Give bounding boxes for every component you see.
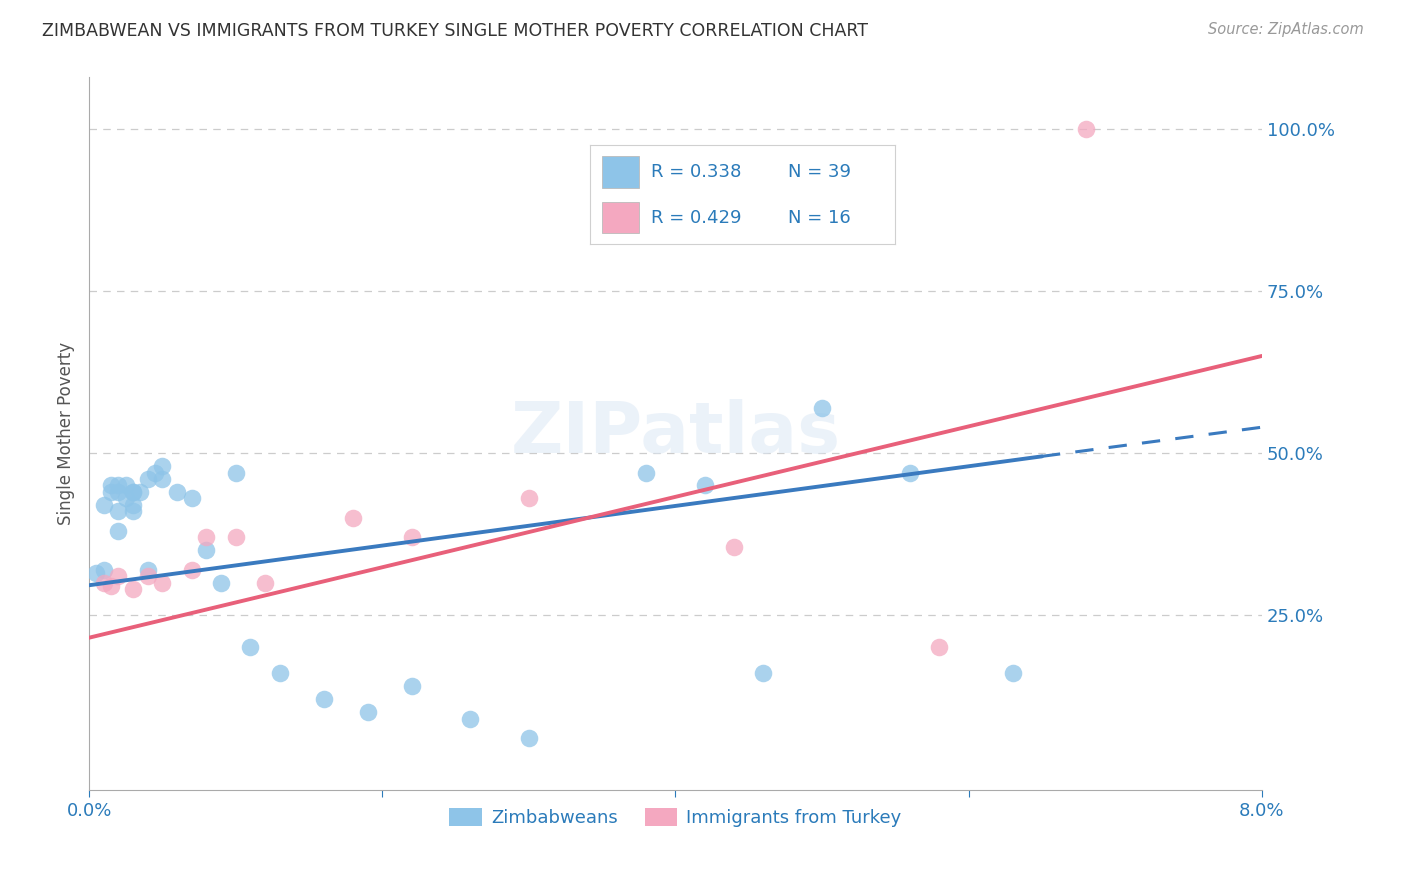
Point xyxy=(225,530,247,544)
FancyBboxPatch shape xyxy=(602,156,638,187)
Point xyxy=(150,472,173,486)
Point xyxy=(143,466,166,480)
Text: ZIPatlas: ZIPatlas xyxy=(510,400,841,468)
Text: Source: ZipAtlas.com: Source: ZipAtlas.com xyxy=(1208,22,1364,37)
Point xyxy=(752,666,775,681)
Point xyxy=(122,485,145,500)
Point xyxy=(458,712,481,726)
Point xyxy=(898,466,921,480)
Point xyxy=(312,692,335,706)
Point xyxy=(100,579,122,593)
Point xyxy=(150,575,173,590)
Text: N = 39: N = 39 xyxy=(789,162,851,181)
Text: R = 0.338: R = 0.338 xyxy=(651,162,741,181)
Point xyxy=(129,485,152,500)
Point xyxy=(136,472,159,486)
Point xyxy=(107,569,129,583)
Point xyxy=(225,466,247,480)
Point xyxy=(114,478,136,492)
Point xyxy=(723,540,745,554)
Point xyxy=(356,705,378,719)
Point xyxy=(517,731,540,745)
Point xyxy=(195,530,218,544)
Point xyxy=(928,640,950,655)
Point xyxy=(517,491,540,506)
Point xyxy=(166,485,188,500)
Point xyxy=(107,485,129,500)
Point xyxy=(180,491,202,506)
Point xyxy=(195,543,218,558)
Point xyxy=(136,569,159,583)
Point xyxy=(100,485,122,500)
Point xyxy=(122,582,145,596)
Point xyxy=(107,478,129,492)
Point xyxy=(122,504,145,518)
Point xyxy=(811,401,834,415)
Point xyxy=(93,575,115,590)
Point xyxy=(150,458,173,473)
Point xyxy=(136,563,159,577)
Point xyxy=(401,679,423,693)
FancyBboxPatch shape xyxy=(602,202,638,234)
Point xyxy=(122,485,145,500)
Point xyxy=(342,511,364,525)
Point xyxy=(122,498,145,512)
Point xyxy=(253,575,276,590)
Text: R = 0.429: R = 0.429 xyxy=(651,209,741,227)
Point xyxy=(401,530,423,544)
Point xyxy=(1074,122,1097,136)
Point xyxy=(86,566,108,580)
Point xyxy=(114,491,136,506)
Text: ZIMBABWEAN VS IMMIGRANTS FROM TURKEY SINGLE MOTHER POVERTY CORRELATION CHART: ZIMBABWEAN VS IMMIGRANTS FROM TURKEY SIN… xyxy=(42,22,868,40)
Point xyxy=(636,466,658,480)
Text: N = 16: N = 16 xyxy=(789,209,851,227)
Point xyxy=(107,524,129,538)
Point xyxy=(239,640,262,655)
Point xyxy=(100,478,122,492)
Y-axis label: Single Mother Poverty: Single Mother Poverty xyxy=(58,343,75,525)
Point xyxy=(93,498,115,512)
Point xyxy=(107,504,129,518)
Legend: Zimbabweans, Immigrants from Turkey: Zimbabweans, Immigrants from Turkey xyxy=(443,801,908,834)
Point xyxy=(269,666,291,681)
Point xyxy=(180,563,202,577)
Point xyxy=(93,563,115,577)
Point xyxy=(209,575,232,590)
Point xyxy=(693,478,716,492)
Point xyxy=(1001,666,1024,681)
